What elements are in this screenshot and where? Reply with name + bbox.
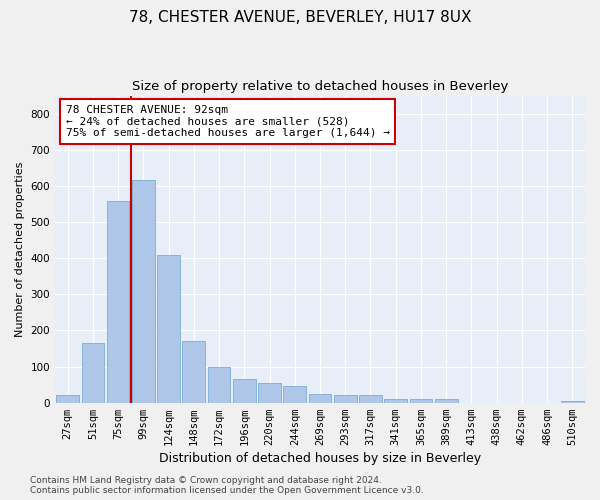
Bar [410,399,433,402]
Bar [107,201,130,402]
Y-axis label: Number of detached properties: Number of detached properties [15,162,25,337]
Bar [359,396,382,402]
Bar [334,396,356,402]
Bar [435,399,458,402]
Bar [82,343,104,402]
Bar [385,399,407,402]
Bar [561,401,584,402]
Text: 78 CHESTER AVENUE: 92sqm
← 24% of detached houses are smaller (528)
75% of semi-: 78 CHESTER AVENUE: 92sqm ← 24% of detach… [65,105,389,138]
Bar [283,386,306,402]
Text: 78, CHESTER AVENUE, BEVERLEY, HU17 8UX: 78, CHESTER AVENUE, BEVERLEY, HU17 8UX [129,10,471,25]
Bar [308,394,331,402]
Bar [157,254,180,402]
Text: Contains HM Land Registry data © Crown copyright and database right 2024.
Contai: Contains HM Land Registry data © Crown c… [30,476,424,495]
Bar [258,383,281,402]
X-axis label: Distribution of detached houses by size in Beverley: Distribution of detached houses by size … [159,452,481,465]
Bar [132,180,155,402]
Bar [182,342,205,402]
Bar [56,396,79,402]
Bar [208,366,230,402]
Title: Size of property relative to detached houses in Beverley: Size of property relative to detached ho… [132,80,508,93]
Bar [233,379,256,402]
